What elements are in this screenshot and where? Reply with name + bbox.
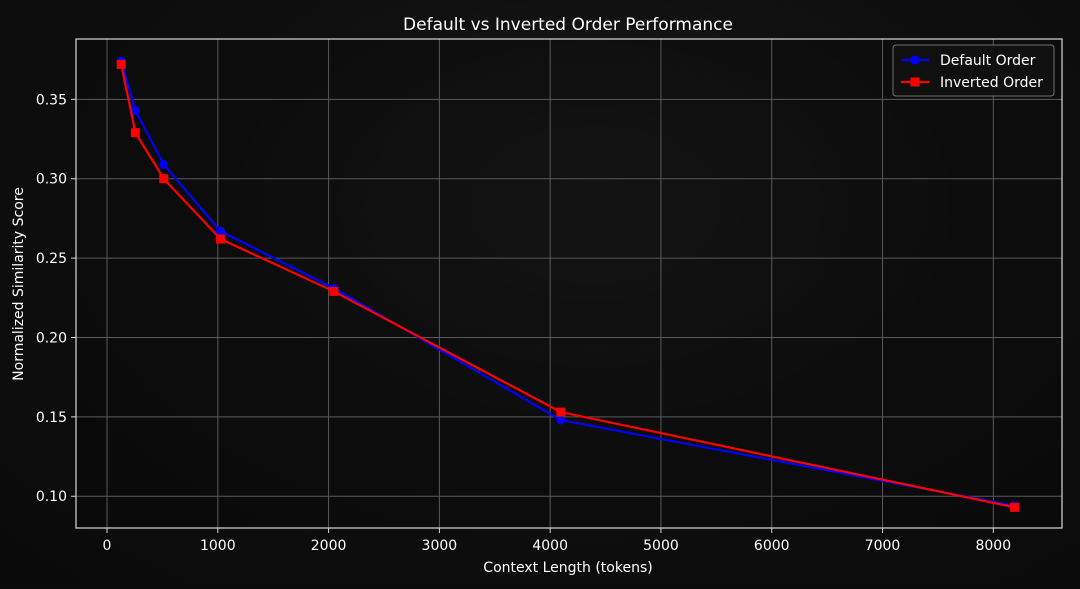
data-point — [215, 234, 225, 244]
y-tick-label: 0.15 — [36, 410, 67, 426]
data-point — [116, 59, 126, 69]
legend-marker — [910, 55, 920, 65]
x-tick-label: 0 — [103, 538, 112, 554]
legend: Default Order Inverted Order — [892, 44, 1055, 97]
legend-item: Inverted Order — [901, 75, 1043, 91]
legend-label: Default Order — [940, 53, 1036, 69]
x-tick-label: 6000 — [754, 538, 790, 554]
x-tick-label: 1000 — [200, 538, 236, 554]
data-point — [329, 286, 339, 296]
axes: 0 1000 2000 3000 4000 5000 6000 7000 8000 0.10 0.1… — [36, 38, 1063, 554]
x-tick-label: 5000 — [643, 538, 679, 554]
data-point — [159, 159, 169, 169]
data-point — [215, 226, 225, 236]
data-point — [130, 105, 140, 115]
plot-frame — [75, 38, 1063, 529]
x-axis-title: Context Length (tokens) — [483, 560, 652, 576]
plot-area — [76, 39, 1062, 528]
data-point — [1010, 502, 1020, 512]
y-tick-label: 0.30 — [36, 172, 67, 188]
data-point — [130, 128, 140, 138]
data-point — [556, 407, 566, 417]
data-point — [556, 415, 566, 425]
x-tick-label: 2000 — [311, 538, 347, 554]
y-tick-label: 0.20 — [36, 330, 67, 346]
x-tick-label: 3000 — [422, 538, 458, 554]
legend-box — [892, 44, 1055, 97]
x-tick-label: 7000 — [865, 538, 901, 554]
legend-marker — [910, 77, 920, 87]
x-tick-label: 8000 — [975, 538, 1011, 554]
grid — [76, 39, 1062, 528]
y-tick-label: 0.10 — [36, 489, 67, 505]
legend-label: Inverted Order — [940, 75, 1043, 91]
y-tick-label: 0.25 — [36, 251, 67, 267]
series-inverted-order — [116, 59, 1020, 512]
legend-item: Default Order — [901, 53, 1036, 69]
series-layer — [116, 56, 1020, 512]
chart-title: Default vs Inverted Order Performance — [403, 15, 733, 35]
x-tick-label: 4000 — [532, 538, 568, 554]
y-axis-title: Normalized Similarity Score — [11, 187, 27, 381]
data-point — [159, 174, 169, 184]
y-tick-label: 0.35 — [36, 92, 67, 108]
